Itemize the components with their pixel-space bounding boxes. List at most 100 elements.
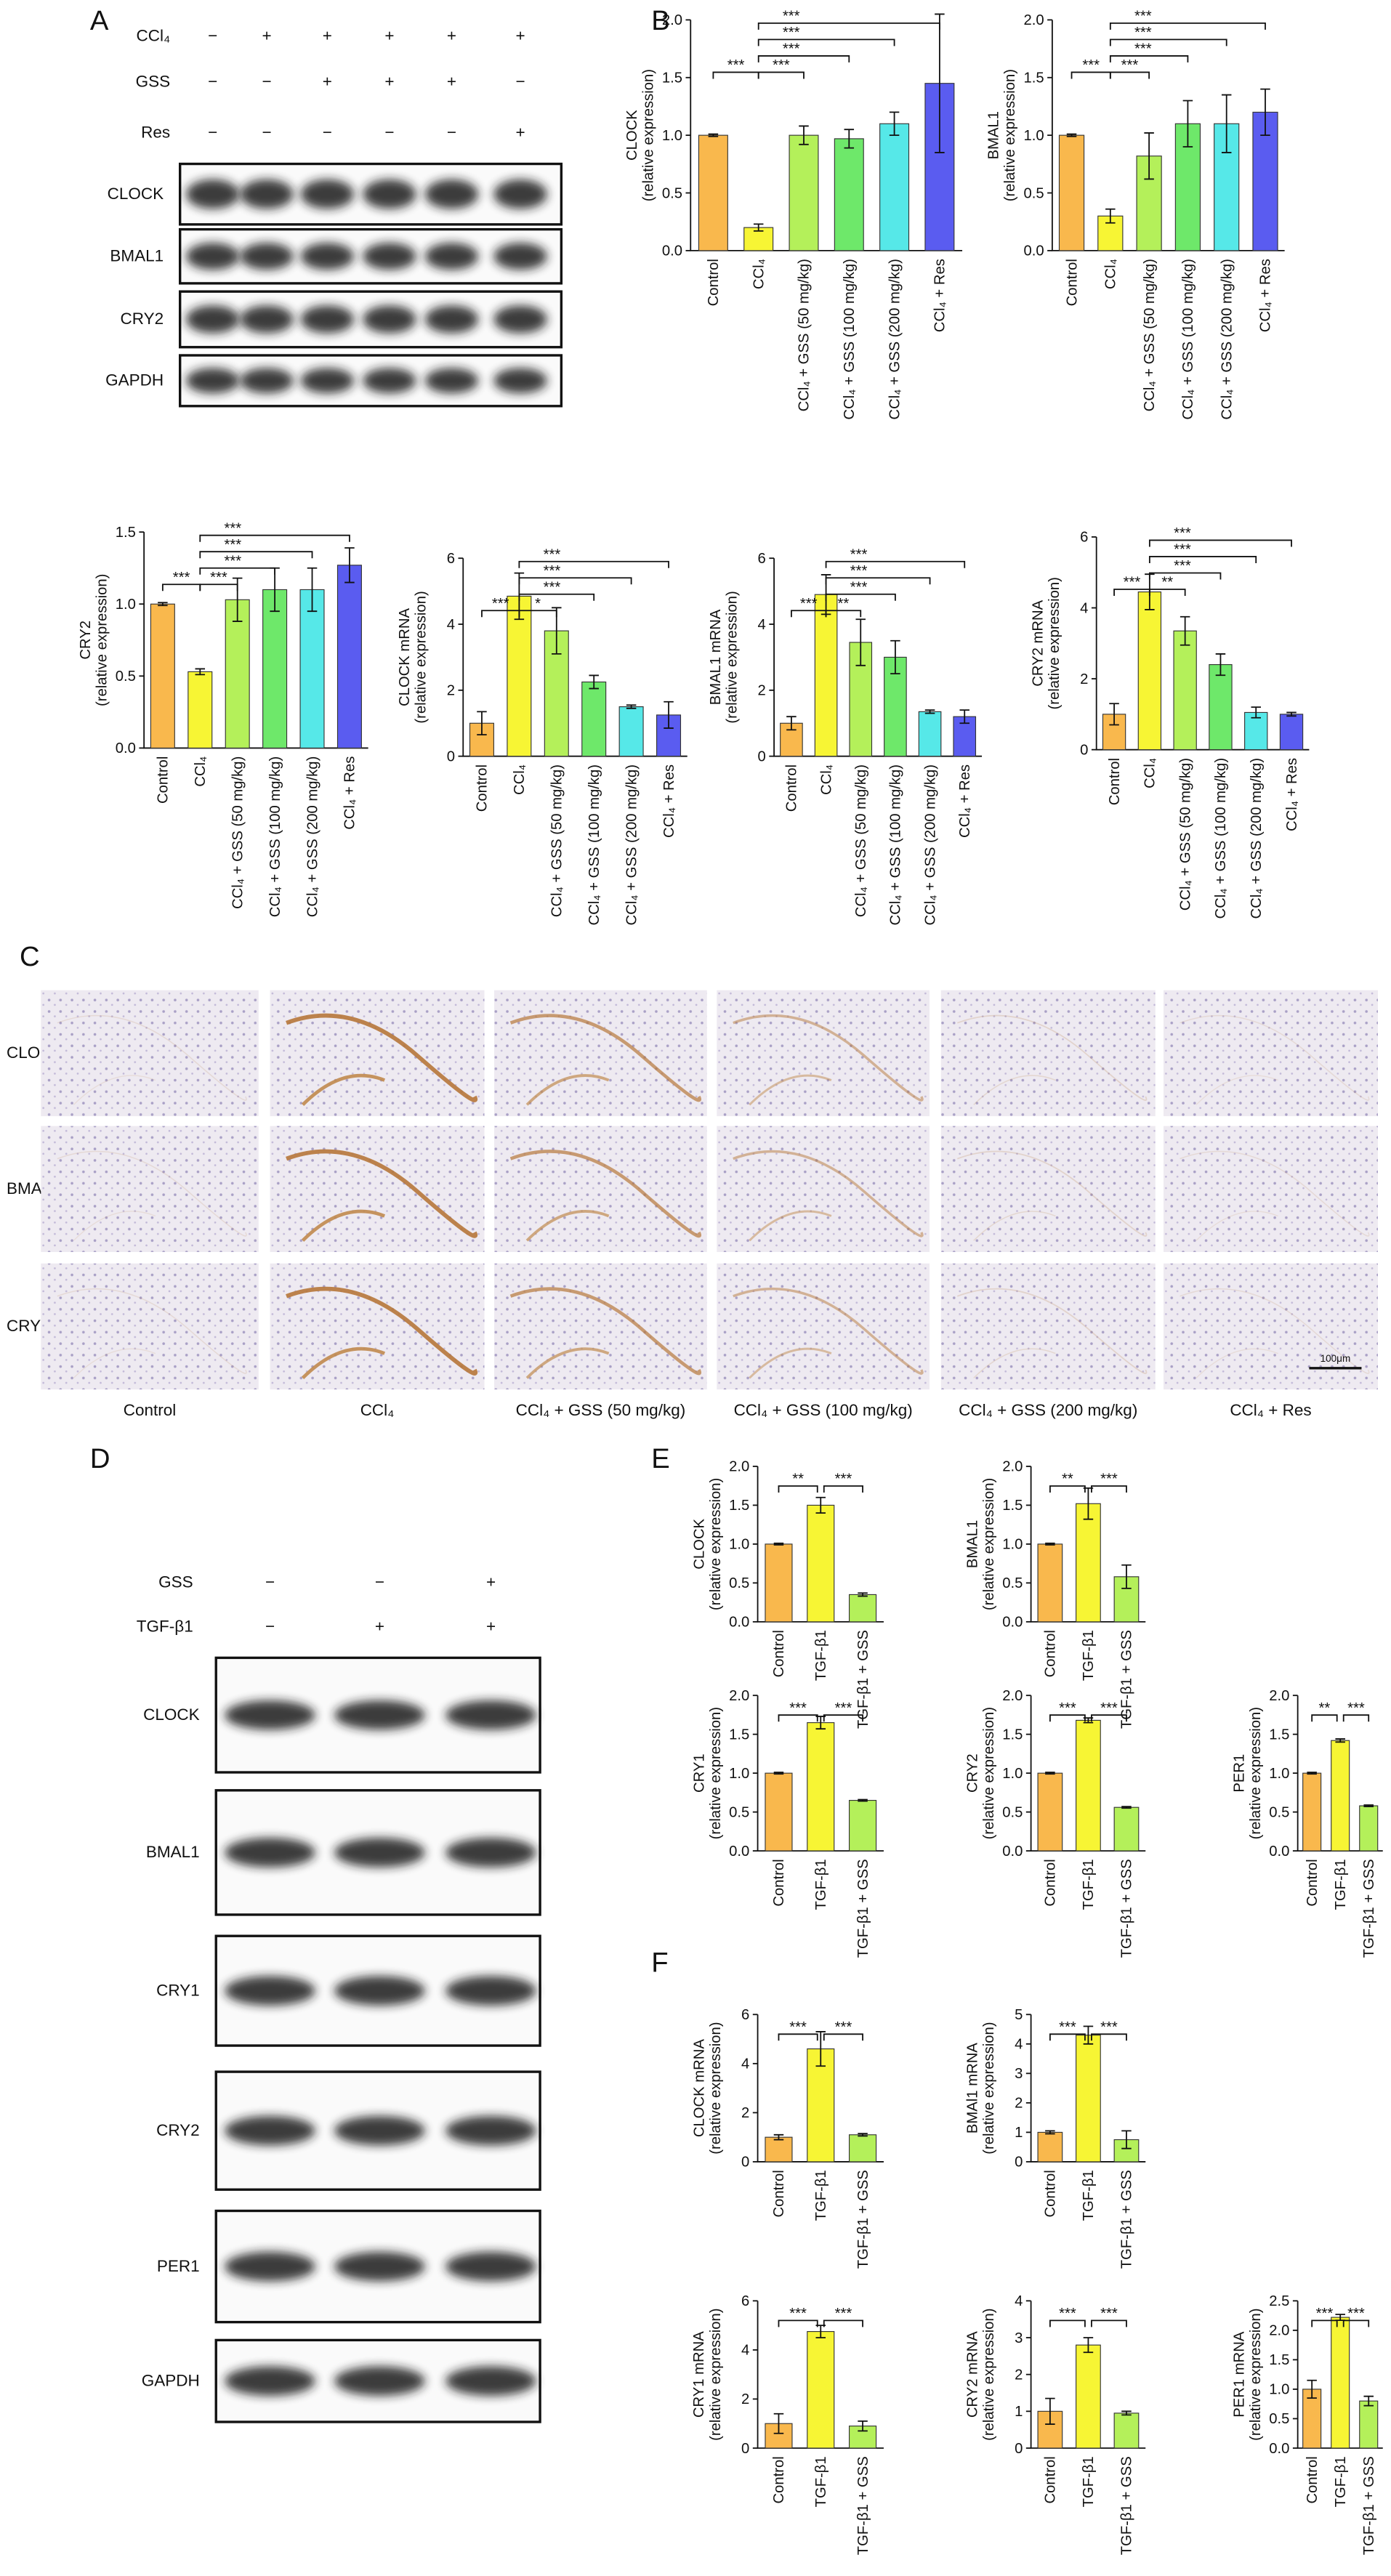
significance-label: ***	[224, 553, 241, 569]
panel-letter: F	[651, 1947, 668, 1979]
y-axis-label: (relative expression)	[1248, 1707, 1264, 1839]
y-tick-label: 0	[1015, 2155, 1023, 2171]
x-tick-label: CCl₄ + GSS (50 mg/kg)	[230, 756, 246, 909]
x-tick-label: CCl₄ + Res	[1284, 758, 1300, 831]
histology-image	[940, 1263, 1156, 1390]
significance-label: ***	[773, 57, 790, 73]
error-bar	[307, 567, 318, 613]
stain	[509, 1150, 701, 1238]
significance-bracket	[1311, 2319, 1338, 2327]
stain	[733, 1150, 924, 1237]
significance-bracket	[518, 560, 669, 568]
error-bar	[1144, 132, 1154, 180]
significance-label: ***	[835, 1471, 852, 1487]
blot-band	[225, 2366, 315, 2396]
x-tick-label: TGF-β1	[813, 1859, 829, 1910]
stain	[1196, 1211, 1278, 1241]
significance-label: *	[535, 596, 541, 612]
stain	[301, 1346, 386, 1380]
y-tick-label: 6	[741, 2007, 749, 2023]
significance-bracket	[778, 1714, 818, 1722]
histology-image	[940, 990, 1156, 1117]
significance-bracket	[1049, 1714, 1086, 1722]
panel-letter: B	[651, 5, 670, 36]
bar	[1302, 1772, 1322, 1852]
error-bar	[773, 2413, 784, 2434]
x-tick-label: CCl₄ + GSS (100 mg/kg)	[1180, 259, 1196, 420]
column-label: CCl₄ + GSS (200 mg/kg)	[959, 1401, 1137, 1419]
column-label: CCl₄ + GSS (100 mg/kg)	[734, 1401, 913, 1419]
error-bar	[1251, 706, 1261, 719]
x-tick-label: TGF-β1	[813, 2456, 829, 2507]
significance-bracket	[199, 584, 238, 591]
histology-image	[270, 1126, 485, 1252]
y-axis-label: CLOCK	[691, 1519, 707, 1570]
y-tick-label: 1	[1015, 2125, 1023, 2141]
x-tick-label: CCl₄	[818, 764, 834, 795]
error-bar	[344, 547, 355, 584]
y-axis-label: CLOCK mRNA	[397, 607, 413, 706]
treatment-sign: +	[384, 73, 394, 91]
y-axis-label: (relative expression)	[708, 1707, 724, 1839]
significance-label: **	[1062, 1471, 1073, 1487]
treatment-label: Res	[141, 124, 170, 142]
significance-bracket	[1148, 556, 1257, 563]
y-tick-label: 0.5	[116, 669, 136, 685]
blot-band	[334, 1976, 425, 2006]
bar	[1058, 134, 1085, 251]
treatment-label: CCl₄	[136, 27, 170, 45]
y-tick-label: 2.0	[662, 12, 682, 28]
x-tick-label: CCl₄ + GSS (200 mg/kg)	[887, 259, 903, 420]
y-tick-label: 0.5	[729, 1575, 749, 1591]
blot-band	[363, 179, 416, 209]
blot-band	[225, 2251, 315, 2282]
y-tick-label: 6	[1080, 530, 1088, 546]
treatment-label: GSS	[136, 73, 171, 91]
y-tick-label: 1.5	[729, 1498, 749, 1514]
error-bar	[799, 125, 809, 145]
error-bar	[1363, 2395, 1374, 2407]
bar	[698, 134, 728, 251]
y-axis-label: (relative expression)	[413, 591, 429, 723]
significance-bracket	[199, 534, 350, 542]
treatment-sign: +	[447, 73, 456, 91]
significance-bracket	[518, 577, 632, 585]
bar	[814, 594, 838, 757]
x-tick-label: Control	[784, 764, 800, 812]
blot-band	[363, 305, 416, 334]
significance-bracket	[825, 610, 862, 618]
significance-bracket	[1109, 39, 1227, 47]
error-bar	[935, 13, 945, 153]
blot-band	[493, 243, 547, 270]
y-axis-label: (relative expression)	[981, 2309, 997, 2441]
error-bar	[1182, 100, 1193, 148]
y-axis-label: PER1	[1231, 1754, 1247, 1793]
treatment-sign: +	[515, 27, 525, 45]
x-tick-label: TGF-β1	[1081, 2170, 1097, 2221]
y-tick-label: 1.5	[729, 1727, 749, 1743]
histology-image	[1164, 990, 1378, 1117]
histology-image	[41, 1126, 259, 1252]
significance-label: ***	[1100, 1471, 1118, 1487]
significance-bracket	[1148, 539, 1292, 547]
x-tick-label: Control	[1043, 1859, 1059, 1906]
blot-band	[493, 305, 547, 334]
panel-letter: C	[20, 941, 40, 972]
significance-bracket	[757, 71, 805, 79]
y-axis-label: (relative expression)	[1002, 69, 1018, 201]
y-axis-label: CRY2 mRNA	[1030, 599, 1046, 686]
axis-line	[143, 532, 368, 749]
panel-letter: D	[90, 1443, 110, 1474]
x-tick-label: TGF-β1	[1333, 1859, 1349, 1910]
blot-band	[424, 368, 479, 394]
bar	[1359, 1805, 1379, 1852]
blot-band	[334, 2115, 425, 2146]
significance-label: ***	[544, 579, 561, 595]
histology-image	[41, 1263, 259, 1390]
histology-image	[1164, 1263, 1378, 1390]
stain	[286, 1149, 478, 1238]
y-tick-label: 0.5	[1002, 1804, 1023, 1820]
x-tick-label: CCl₄ + Res	[661, 764, 677, 838]
significance-label: ***	[800, 596, 818, 612]
